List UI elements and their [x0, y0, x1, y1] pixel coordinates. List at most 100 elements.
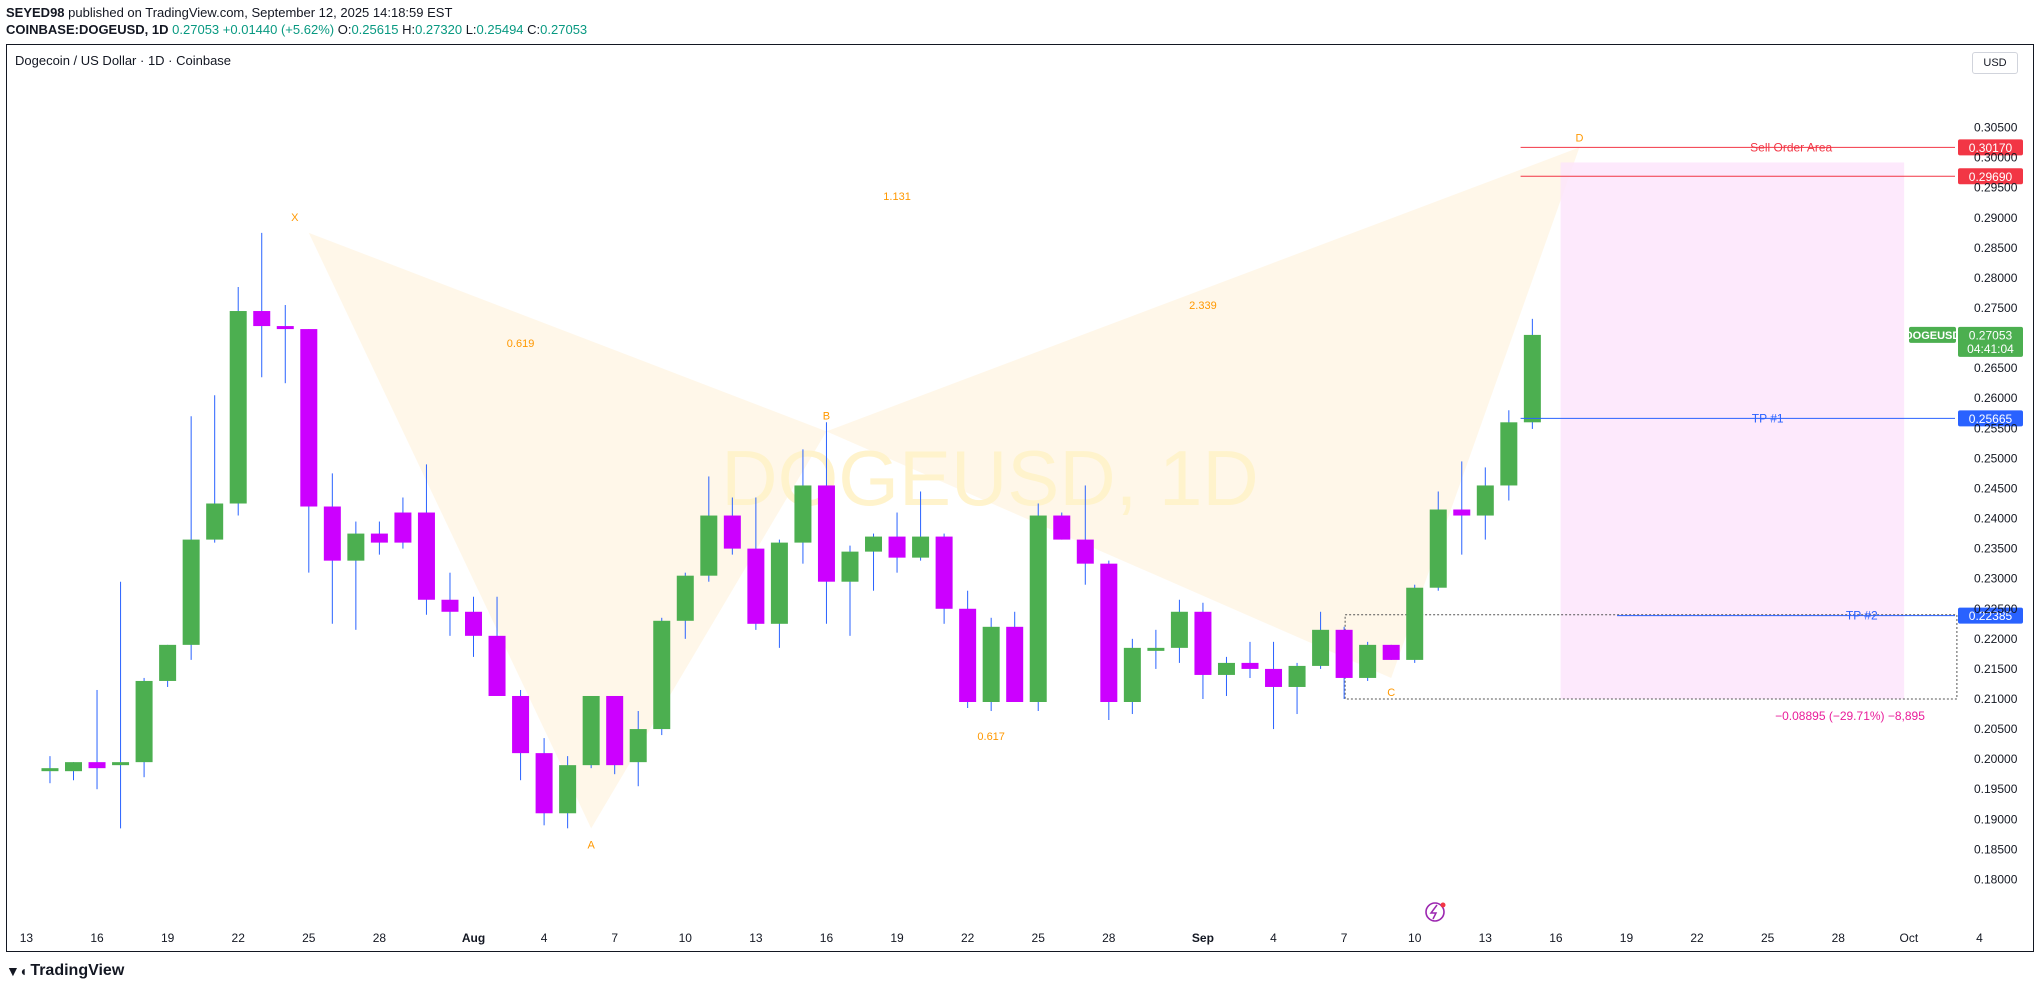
- candle-body[interactable]: [370, 533, 388, 543]
- x-tick-label: 16: [90, 931, 104, 945]
- publish-text: published on TradingView.com, September …: [64, 5, 453, 20]
- y-tick-label: 0.29500: [1974, 181, 2018, 195]
- tradingview-logo[interactable]: ▼◖ TradingView: [6, 962, 124, 980]
- sell-zone-rect[interactable]: [1560, 162, 1905, 699]
- candle-body[interactable]: [512, 695, 530, 754]
- x-tick-label: 7: [1341, 931, 1348, 945]
- symbol-line: COINBASE:DOGEUSD, 1D: [6, 22, 169, 37]
- bar-countdown-text: 04:41:04: [1967, 342, 2014, 356]
- candle-body[interactable]: [206, 503, 224, 540]
- tradingview-wordmark: TradingView: [30, 962, 125, 979]
- current-price-text: 0.27053: [1969, 328, 2013, 342]
- candle-body[interactable]: [935, 536, 953, 609]
- candle-body[interactable]: [1265, 668, 1283, 687]
- candle-body[interactable]: [1382, 644, 1400, 660]
- x-tick-label: 25: [1032, 931, 1046, 945]
- candle-body[interactable]: [1123, 647, 1141, 702]
- candle-body[interactable]: [1076, 539, 1094, 564]
- candle-body[interactable]: [1476, 485, 1494, 516]
- candle-body[interactable]: [1359, 644, 1377, 678]
- x-tick-label: 4: [1976, 931, 1983, 945]
- x-tick-label: 7: [611, 931, 618, 945]
- candle-body[interactable]: [323, 506, 341, 561]
- x-tick-label: 19: [161, 931, 175, 945]
- candle-body[interactable]: [817, 485, 835, 582]
- candle-body[interactable]: [253, 311, 271, 327]
- level-label: TP #2: [1846, 609, 1878, 623]
- candle-body[interactable]: [1217, 662, 1235, 675]
- candle-body[interactable]: [629, 729, 647, 763]
- candle-body[interactable]: [1312, 629, 1330, 666]
- candle-body[interactable]: [1500, 422, 1518, 486]
- candle-body[interactable]: [1429, 509, 1447, 588]
- candle-body[interactable]: [1006, 626, 1024, 702]
- candle-body[interactable]: [1053, 515, 1071, 540]
- candle-body[interactable]: [417, 512, 435, 600]
- candle-body[interactable]: [1170, 611, 1188, 648]
- tradingview-icon: ▼◖: [6, 963, 27, 979]
- candle-body[interactable]: [1194, 611, 1212, 675]
- candle-body[interactable]: [1029, 515, 1047, 702]
- candle-body[interactable]: [1453, 509, 1471, 516]
- candle-body[interactable]: [676, 575, 694, 621]
- level-price-tag: [1958, 607, 2023, 624]
- candle-body[interactable]: [888, 536, 906, 558]
- candle-body[interactable]: [488, 635, 506, 696]
- publisher-name[interactable]: SEYED98: [6, 5, 65, 20]
- candle-body[interactable]: [1523, 334, 1541, 423]
- y-tick-label: 0.22500: [1974, 602, 2018, 616]
- high-value: 0.27320: [415, 22, 463, 37]
- candle-body[interactable]: [159, 644, 177, 681]
- candle-body[interactable]: [347, 533, 365, 561]
- candle-body[interactable]: [982, 626, 1000, 702]
- pattern-point-label: A: [587, 839, 595, 851]
- candle-body[interactable]: [465, 611, 483, 636]
- candle-body[interactable]: [1241, 662, 1259, 669]
- last-price: 0.27053: [172, 22, 220, 37]
- candle-body[interactable]: [700, 515, 718, 576]
- candle-body[interactable]: [747, 548, 765, 624]
- candle-body[interactable]: [276, 326, 294, 330]
- candle-body[interactable]: [535, 753, 553, 814]
- candle-body[interactable]: [841, 551, 859, 582]
- candle-body[interactable]: [300, 329, 318, 507]
- pattern-point-label: C: [1387, 687, 1395, 699]
- candle-body[interactable]: [229, 311, 247, 504]
- candle-body[interactable]: [959, 608, 977, 702]
- candle-body[interactable]: [112, 762, 130, 766]
- candle-body[interactable]: [559, 765, 577, 814]
- y-tick-label: 0.22000: [1974, 632, 2018, 646]
- candle-body[interactable]: [770, 542, 788, 624]
- currency-button[interactable]: USD: [1972, 52, 2018, 74]
- close-value: 0.27053: [540, 22, 588, 37]
- candle-body[interactable]: [135, 680, 153, 763]
- lightning-icon: [1429, 904, 1438, 920]
- candle-body[interactable]: [65, 762, 82, 772]
- candle-body[interactable]: [441, 599, 459, 612]
- candle-body[interactable]: [182, 539, 200, 645]
- x-tick-label: 10: [679, 931, 693, 945]
- candle-body[interactable]: [1335, 629, 1353, 678]
- candle-body[interactable]: [606, 695, 624, 766]
- pattern-triangle-xab: [308, 232, 827, 829]
- candle-body[interactable]: [1100, 563, 1118, 702]
- candle-body[interactable]: [1147, 647, 1165, 651]
- x-tick-label: 19: [890, 931, 904, 945]
- candle-body[interactable]: [723, 515, 741, 549]
- candle-body[interactable]: [1406, 587, 1424, 660]
- event-icon[interactable]: [1425, 902, 1445, 922]
- candle-body[interactable]: [794, 485, 812, 543]
- candle-body[interactable]: [88, 762, 106, 769]
- candle-body[interactable]: [394, 512, 412, 543]
- y-tick-label: 0.30500: [1974, 121, 2018, 135]
- pattern-point-label: B: [823, 410, 830, 422]
- candle-body[interactable]: [582, 695, 600, 766]
- candle-body[interactable]: [865, 536, 883, 552]
- candle-body[interactable]: [1288, 665, 1306, 687]
- close-label: C:: [527, 22, 541, 37]
- candle-body[interactable]: [41, 768, 59, 772]
- x-tick-label: Oct: [1900, 931, 1919, 945]
- candle-body[interactable]: [912, 536, 930, 558]
- candle-body[interactable]: [653, 620, 671, 730]
